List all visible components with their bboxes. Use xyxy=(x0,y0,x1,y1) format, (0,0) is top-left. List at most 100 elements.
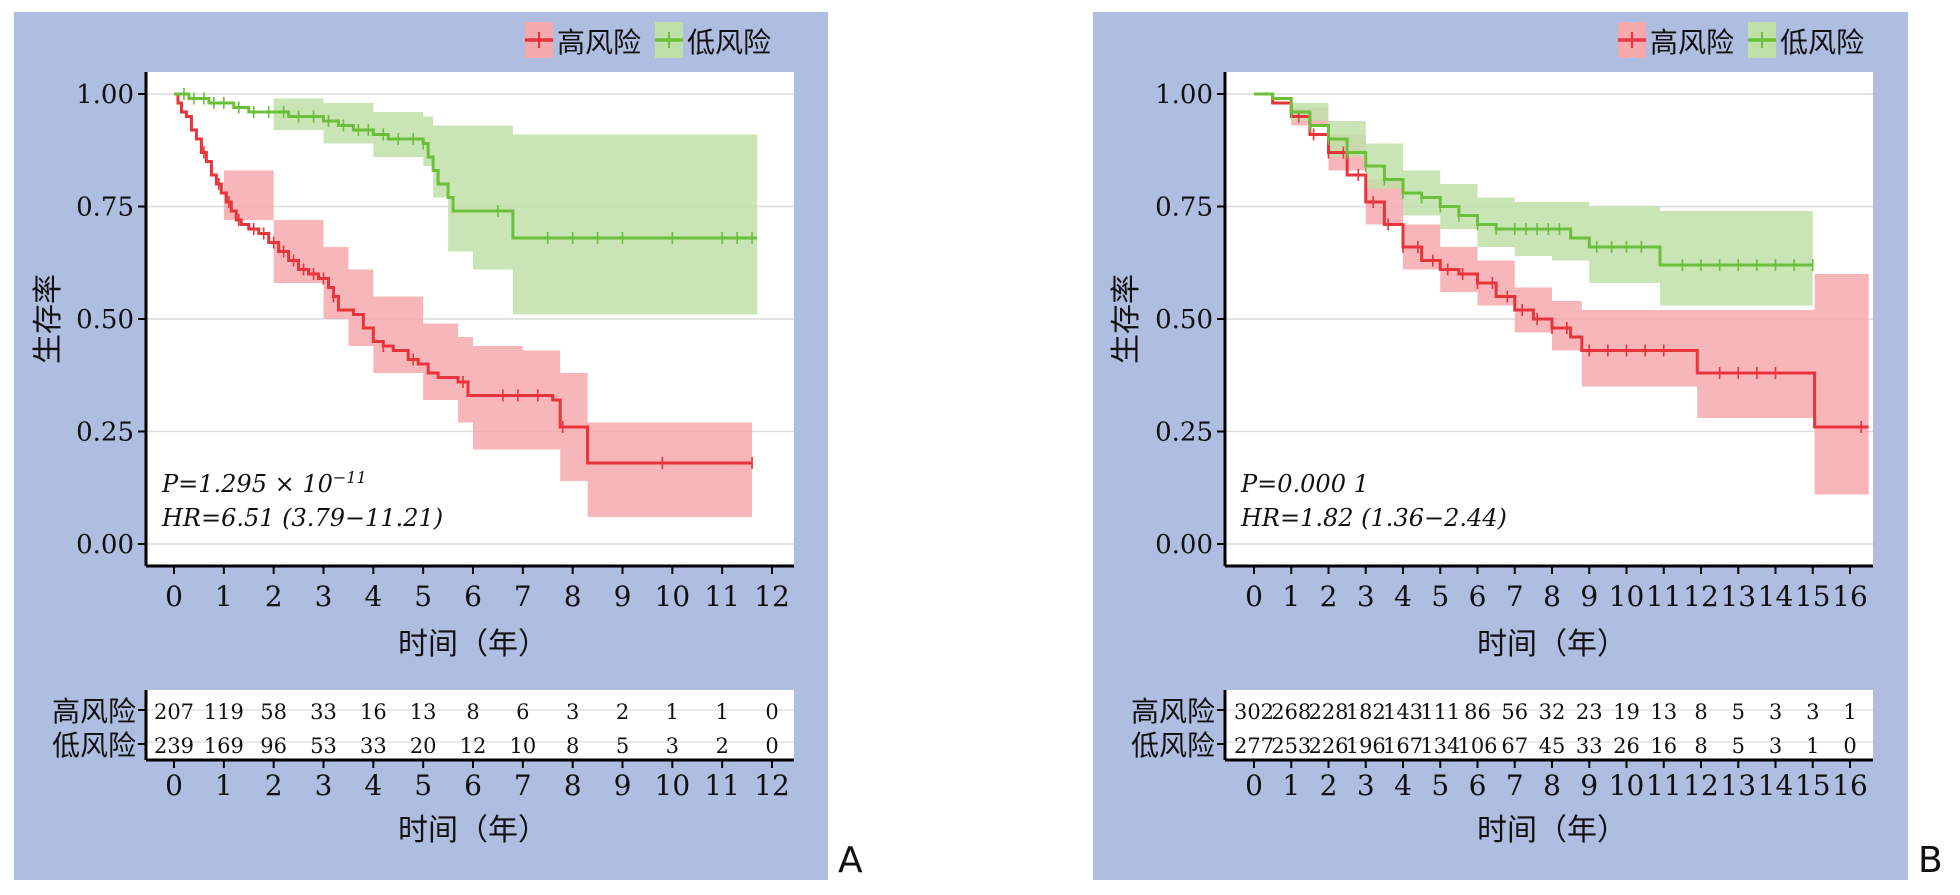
risk-table-x-tick-label: 11 xyxy=(704,769,740,802)
x-tick-label: 6 xyxy=(464,580,482,613)
x-tick-label: 14 xyxy=(1758,580,1794,613)
x-tick-label: 1 xyxy=(1282,580,1300,613)
risk-table-cell: 196 xyxy=(1346,734,1386,758)
risk-table-cell: 226 xyxy=(1308,734,1348,758)
risk-table-cell: 3 xyxy=(566,700,579,724)
x-tick-label: 16 xyxy=(1832,580,1868,613)
risk-table-cell: 5 xyxy=(1732,700,1745,724)
risk-table-cell: 3 xyxy=(1769,700,1782,724)
y-tick-label: 0.00 xyxy=(1155,530,1213,560)
risk-table-x-tick-label: 1 xyxy=(215,769,233,802)
x-tick-label: 2 xyxy=(1320,580,1338,613)
risk-table-cell: 13 xyxy=(1650,700,1677,724)
risk-table-cell: 13 xyxy=(410,700,437,724)
risk-table-cell: 3 xyxy=(1806,700,1819,724)
risk-table-row-label: 低风险 xyxy=(1131,729,1215,762)
x-tick-label: 0 xyxy=(165,580,183,613)
risk-table-cell: 268 xyxy=(1271,700,1311,724)
legend-label-high-risk: 高风险 xyxy=(1650,26,1734,59)
risk-table-cell: 5 xyxy=(616,734,629,758)
risk-table-cell: 32 xyxy=(1539,700,1566,724)
risk-table-x-tick-label: 0 xyxy=(1245,769,1263,802)
x-tick-label: 2 xyxy=(265,580,283,613)
p-value-annotation: P=0.000 1 xyxy=(1240,470,1369,498)
legend-label-low-risk: 低风险 xyxy=(1780,26,1864,59)
risk-table-cell: 23 xyxy=(1576,700,1603,724)
risk-table-cell: 26 xyxy=(1613,734,1640,758)
x-tick-label: 6 xyxy=(1469,580,1487,613)
risk-table-cell: 8 xyxy=(1694,700,1707,724)
survival-curve-high-risk xyxy=(174,92,753,465)
risk-table-cell: 143 xyxy=(1383,700,1423,724)
hazard-ratio-annotation: HR=6.51 (3.79−11.21) xyxy=(161,504,443,532)
x-axis-title: 时间（年） xyxy=(398,627,548,662)
y-tick-label: 0.25 xyxy=(76,418,134,448)
risk-table-x-tick-label: 6 xyxy=(1469,769,1487,802)
x-tick-label: 5 xyxy=(1431,580,1449,613)
risk-table-x-tick-label: 10 xyxy=(1609,769,1645,802)
risk-table-x-tick-label: 12 xyxy=(1683,769,1719,802)
risk-table-x-tick-label: 3 xyxy=(1357,769,1375,802)
risk-table-cell: 277 xyxy=(1234,734,1274,758)
x-tick-label: 12 xyxy=(1683,580,1719,613)
risk-table-x-tick-label: 9 xyxy=(1580,769,1598,802)
risk-table-cell: 6 xyxy=(516,700,529,724)
x-tick-label: 0 xyxy=(1245,580,1263,613)
p-value-exponent: −11 xyxy=(333,468,367,487)
risk-table-cell: 67 xyxy=(1501,734,1528,758)
risk-table-cell: 134 xyxy=(1420,734,1460,758)
legend-label-high-risk: 高风险 xyxy=(557,26,641,59)
x-tick-label: 3 xyxy=(315,580,333,613)
risk-table-cell: 10 xyxy=(509,734,536,758)
risk-table-area xyxy=(1225,690,1873,760)
risk-table-x-tick-label: 13 xyxy=(1720,769,1756,802)
panel-label-a: A xyxy=(838,840,863,881)
risk-table-x-tick-label: 4 xyxy=(364,769,382,802)
risk-table-cell: 19 xyxy=(1613,700,1640,724)
risk-table-row-label: 低风险 xyxy=(52,729,136,762)
risk-table-x-tick-label: 2 xyxy=(1320,769,1338,802)
risk-table-x-tick-label: 8 xyxy=(564,769,582,802)
risk-table-cell: 45 xyxy=(1539,734,1566,758)
risk-table-x-tick-label: 5 xyxy=(414,769,432,802)
x-tick-label: 4 xyxy=(364,580,382,613)
risk-table-x-tick-label: 3 xyxy=(315,769,333,802)
x-tick-label: 9 xyxy=(614,580,632,613)
x-tick-label: 9 xyxy=(1580,580,1598,613)
y-tick-label: 0.25 xyxy=(1155,418,1213,448)
x-tick-label: 7 xyxy=(1506,580,1524,613)
y-tick-label: 0.75 xyxy=(1155,193,1213,223)
risk-table-cell: 8 xyxy=(466,700,479,724)
x-tick-label: 12 xyxy=(754,580,790,613)
x-tick-label: 11 xyxy=(1646,580,1682,613)
risk-table-cell: 253 xyxy=(1271,734,1311,758)
risk-table-cell: 3 xyxy=(666,734,679,758)
risk-table-cell: 169 xyxy=(204,734,244,758)
risk-table-cell: 239 xyxy=(154,734,194,758)
risk-table-area xyxy=(146,690,794,760)
risk-table-row-label: 高风险 xyxy=(52,695,136,728)
y-tick-label: 1.00 xyxy=(76,80,134,110)
y-tick-label: 1.00 xyxy=(1155,80,1213,110)
risk-table-cell: 119 xyxy=(204,700,244,724)
risk-table-cell: 96 xyxy=(260,734,287,758)
risk-table-x-tick-label: 12 xyxy=(754,769,790,802)
risk-table-cell: 2 xyxy=(715,734,728,758)
x-tick-label: 10 xyxy=(1609,580,1645,613)
risk-table-x-tick-label: 10 xyxy=(655,769,691,802)
risk-table-row-label: 高风险 xyxy=(1131,695,1215,728)
x-tick-label: 15 xyxy=(1795,580,1831,613)
hazard-ratio-annotation: HR=1.82 (1.36−2.44) xyxy=(1240,504,1507,532)
panel-b: 0.000.250.500.751.000 1 2 3 4 5 6 7 8 9 10 11 12 13 14… xyxy=(1109,22,1873,848)
y-axis-title: 生存率 xyxy=(31,274,66,364)
legend: 高风险 低风险 xyxy=(525,22,771,59)
risk-table-cell: 3 xyxy=(1769,734,1782,758)
x-tick-label: 8 xyxy=(1543,580,1561,613)
y-tick-label: 0.75 xyxy=(76,193,134,223)
risk-table-cell: 86 xyxy=(1464,700,1491,724)
risk-table-cell: 106 xyxy=(1457,734,1497,758)
risk-table-x-tick-label: 7 xyxy=(1506,769,1524,802)
panel-label-b: B xyxy=(1918,840,1943,881)
risk-table-cell: 1 xyxy=(1843,700,1856,724)
